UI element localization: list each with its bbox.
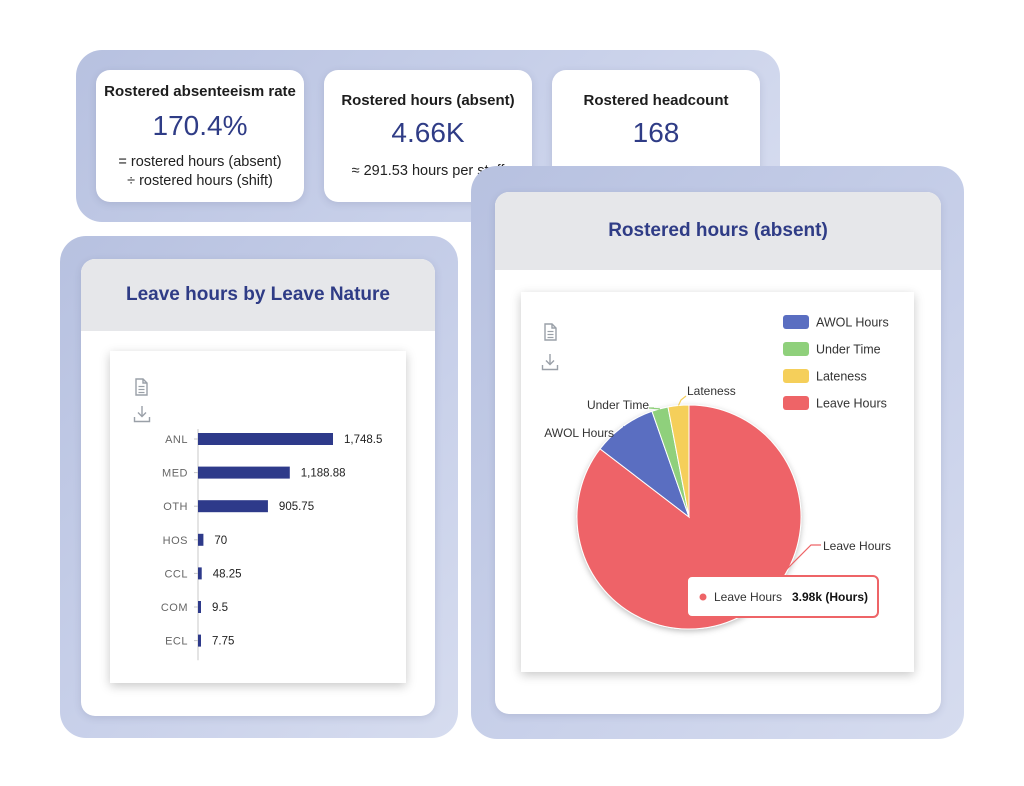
legend-label: AWOL Hours bbox=[816, 316, 889, 330]
bar-value-label: 7.75 bbox=[212, 636, 234, 648]
legend-label: Leave Hours bbox=[816, 397, 887, 411]
pie-leader-line bbox=[677, 395, 687, 406]
kpi-value: 170.4% bbox=[152, 110, 248, 141]
bar-category-label: COM bbox=[161, 602, 188, 614]
kpi-formula-line-2: ÷ rostered hours (shift) bbox=[127, 173, 273, 189]
bar-category-label: HOS bbox=[163, 535, 188, 547]
tooltip-marker bbox=[699, 593, 707, 601]
rostered-hours-card: Rostered hours (absent) Leave Hours AWOL … bbox=[495, 192, 941, 714]
legend-swatch bbox=[783, 342, 809, 356]
rostered-hours-card-title: Rostered hours (absent) bbox=[495, 192, 941, 270]
pie-leader-line bbox=[648, 407, 660, 410]
kpi-title: Rostered headcount bbox=[583, 92, 729, 109]
kpi-card-absenteeism-rate: Rostered absenteeism rate 170.4% = roste… bbox=[96, 70, 304, 202]
bar bbox=[198, 500, 268, 513]
document-icon[interactable] bbox=[134, 378, 148, 396]
kpi-title: Rostered hours (absent) bbox=[341, 92, 515, 109]
bar-value-label: 48.25 bbox=[213, 568, 242, 580]
bar-category-label: CCL bbox=[164, 568, 188, 580]
pie-slices bbox=[576, 404, 802, 630]
tooltip-label: Leave Hours bbox=[714, 590, 782, 604]
kpi-title: Rostered absenteeism rate bbox=[104, 83, 296, 100]
legend-swatch bbox=[783, 315, 809, 329]
leave-hours-card-title: Leave hours by Leave Nature bbox=[81, 259, 435, 331]
leave-hours-card: Leave hours by Leave Nature ANL 1,748.5 ME… bbox=[81, 259, 435, 716]
bar bbox=[198, 634, 201, 647]
bar-category-label: ECL bbox=[165, 636, 188, 648]
legend-swatch bbox=[783, 369, 809, 383]
pie-label-under-time: Under Time bbox=[587, 398, 649, 412]
bar bbox=[198, 433, 333, 445]
rostered-hours-pie-chart: Leave Hours AWOL Hours Under Time Lateness A… bbox=[544, 315, 891, 630]
pie-label-leave-hours: Leave Hours bbox=[823, 539, 891, 553]
pie-tooltip: Leave Hours 3.98k (Hours) bbox=[686, 575, 879, 618]
bar-category-label: MED bbox=[162, 468, 188, 480]
bar bbox=[198, 466, 290, 479]
tooltip-value: 3.98k (Hours) bbox=[792, 590, 868, 604]
legend-label: Lateness bbox=[816, 370, 867, 384]
document-icon[interactable] bbox=[543, 323, 557, 341]
bar bbox=[198, 601, 201, 613]
kpi-value: 4.66K bbox=[391, 117, 465, 148]
download-icon[interactable] bbox=[541, 353, 559, 371]
bar bbox=[198, 567, 202, 580]
bar-value-label: 9.5 bbox=[212, 602, 228, 614]
download-icon[interactable] bbox=[133, 405, 151, 423]
pie-leader-line bbox=[618, 425, 633, 434]
bar-value-label: 905.75 bbox=[279, 501, 314, 513]
leave-hours-bar-chart: ANL 1,748.5 MED 1,188.88 OTH 905.75 HOS 70 CCL 48… bbox=[161, 429, 382, 661]
bar-category-label: OTH bbox=[163, 501, 188, 513]
kpi-subtext: ≈ 291.53 hours per staff bbox=[351, 163, 505, 179]
legend-swatch bbox=[783, 396, 809, 410]
kpi-formula-line-1: = rostered hours (absent) bbox=[118, 154, 282, 170]
tooltip-box bbox=[686, 575, 879, 618]
bar-category-label: ANL bbox=[165, 434, 188, 446]
pie-label-lateness: Lateness bbox=[687, 384, 736, 398]
bar bbox=[198, 533, 204, 546]
pie-chart-container: Leave Hours AWOL Hours Under Time Lateness A… bbox=[521, 292, 914, 672]
kpi-value: 168 bbox=[632, 117, 680, 148]
legend-label: Under Time bbox=[816, 343, 881, 357]
bar-value-label: 70 bbox=[214, 535, 227, 547]
bar-value-label: 1,748.5 bbox=[344, 434, 382, 446]
bar-value-label: 1,188.88 bbox=[301, 468, 346, 480]
bar-chart-container: ANL 1,748.5 MED 1,188.88 OTH 905.75 HOS 70 CCL 48… bbox=[110, 351, 406, 683]
pie-label-awol-hours: AWOL Hours bbox=[544, 426, 614, 440]
